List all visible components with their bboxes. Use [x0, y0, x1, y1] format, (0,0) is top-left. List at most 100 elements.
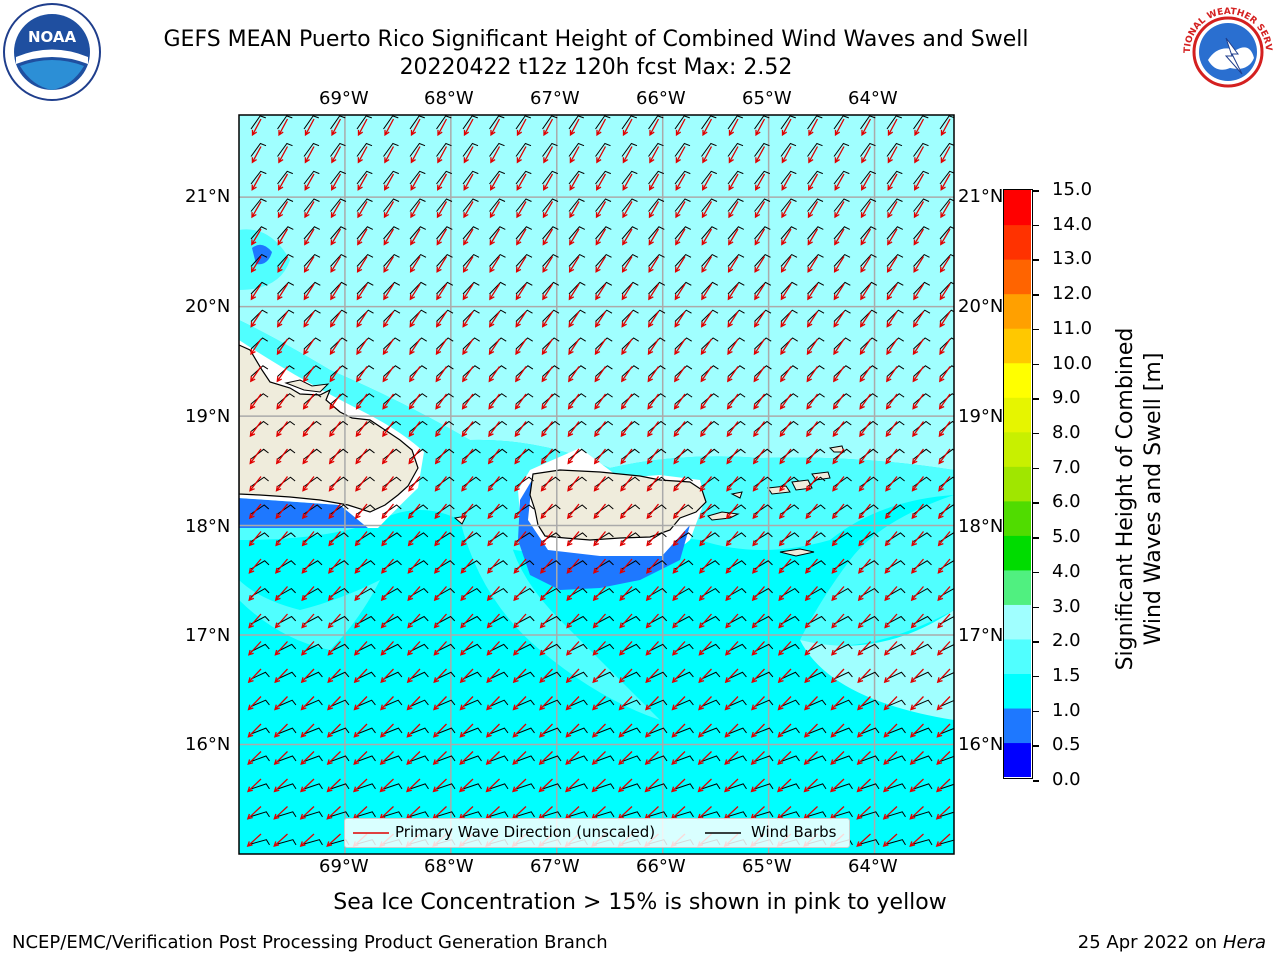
wave-direction-arrow — [856, 778, 871, 793]
wind-barb — [674, 115, 690, 130]
wind-barb — [356, 699, 376, 707]
wind-barb — [595, 727, 615, 735]
wave-direction-arrow — [490, 118, 501, 137]
wind-barb — [277, 587, 296, 597]
wave-direction-arrow — [568, 366, 580, 383]
wind-barb — [939, 309, 954, 322]
wave-direction-arrow — [595, 256, 607, 273]
wind-barb — [409, 393, 428, 405]
colorbar-tick-label: 4.0 — [1052, 560, 1081, 582]
wave-direction-arrow — [304, 201, 315, 219]
wave-direction-arrow — [671, 668, 686, 684]
wave-direction-arrow — [621, 283, 633, 301]
wind-barb — [701, 170, 717, 185]
wave-direction-arrow — [381, 476, 395, 492]
footer-host: Hera — [1222, 932, 1266, 953]
wind-barb — [330, 671, 350, 680]
wave-direction-arrow — [461, 476, 474, 492]
wave-direction-arrow — [806, 311, 819, 328]
wind-barb — [436, 281, 454, 295]
wave-direction-arrow — [304, 228, 315, 246]
wind-barb — [674, 393, 693, 405]
wind-barb — [250, 615, 270, 625]
wind-barb — [515, 587, 535, 597]
lat-label-right-18n: 18°N — [958, 516, 1004, 537]
wind-barb — [436, 198, 453, 212]
wave-direction-arrow — [434, 476, 448, 492]
wave-direction-arrow — [381, 531, 395, 547]
wind-barb — [807, 755, 827, 762]
wave-direction-arrow — [699, 476, 713, 492]
wave-direction-arrow — [380, 641, 394, 656]
wind-barb — [886, 170, 903, 185]
wind-barb — [568, 755, 588, 762]
wind-barb — [542, 142, 558, 157]
wave-direction-arrow — [459, 668, 474, 684]
wind-barb — [913, 226, 930, 240]
wave-direction-arrow — [725, 531, 739, 547]
wave-direction-arrow — [753, 311, 766, 328]
wave-direction-arrow — [832, 476, 845, 492]
wave-direction-arrow — [461, 393, 474, 410]
wind-barb — [860, 671, 880, 680]
wave-direction-arrow — [675, 228, 686, 246]
wave-direction-arrow — [621, 256, 633, 273]
wave-direction-arrow — [249, 393, 262, 410]
wave-direction-arrow — [807, 283, 819, 301]
wave-direction-arrow — [644, 778, 659, 793]
wave-direction-arrow — [379, 751, 394, 766]
wind-barb — [250, 643, 270, 652]
wind-barb — [250, 226, 268, 240]
wave-direction-arrow — [459, 723, 474, 738]
wave-direction-arrow — [329, 393, 342, 410]
wind-barb — [754, 671, 774, 680]
wind-barb — [303, 783, 323, 790]
wave-direction-arrow — [698, 641, 712, 656]
lon-label-bottom-65w: 65°W — [742, 856, 792, 877]
wave-direction-arrow — [857, 696, 871, 711]
wave-direction-arrow — [886, 338, 898, 356]
wind-barb — [860, 142, 876, 157]
wave-direction-arrow — [699, 503, 713, 520]
wind-barb — [727, 811, 747, 818]
wind-barb — [807, 253, 824, 267]
wave-direction-arrow — [489, 256, 501, 273]
wind-barb — [489, 309, 507, 322]
wave-direction-arrow — [512, 668, 527, 684]
wave-direction-arrow — [326, 806, 341, 820]
wave-direction-arrow — [860, 228, 872, 246]
colorbar-tick-mark — [1033, 224, 1039, 227]
wave-direction-arrow — [463, 118, 474, 137]
wind-barb — [648, 365, 666, 377]
wave-direction-arrow — [408, 421, 421, 438]
wave-direction-arrow — [593, 448, 607, 465]
wave-direction-arrow — [649, 173, 660, 191]
wave-direction-arrow — [646, 531, 660, 547]
wind-barb — [356, 783, 376, 790]
wind-barb — [489, 699, 509, 707]
wind-barb — [754, 309, 772, 322]
wind-barb — [780, 643, 800, 652]
wave-direction-arrow — [353, 668, 368, 684]
wave-direction-arrow — [750, 751, 765, 766]
wave-direction-arrow — [569, 201, 580, 219]
wind-barb — [595, 615, 615, 625]
wave-direction-arrow — [247, 751, 262, 766]
wave-direction-arrow — [938, 421, 951, 438]
wind-barb — [674, 198, 691, 212]
wind-barb — [330, 309, 348, 322]
wave-direction-arrow — [856, 806, 871, 820]
wave-direction-arrow — [858, 476, 872, 492]
wind-barb — [754, 420, 773, 432]
wave-direction-arrow — [806, 338, 819, 356]
colorbar-tick-mark — [1033, 294, 1039, 296]
wave-direction-arrow — [647, 338, 660, 356]
wave-direction-arrow — [645, 696, 659, 711]
wave-direction-arrow — [540, 448, 554, 465]
wave-direction-arrow — [725, 558, 739, 574]
colorbar-tick-label: 0.5 — [1052, 734, 1081, 756]
wave-direction-arrow — [859, 421, 872, 438]
wind-barb — [727, 783, 747, 790]
wind-barb — [727, 281, 745, 295]
wind-barb — [621, 309, 639, 322]
